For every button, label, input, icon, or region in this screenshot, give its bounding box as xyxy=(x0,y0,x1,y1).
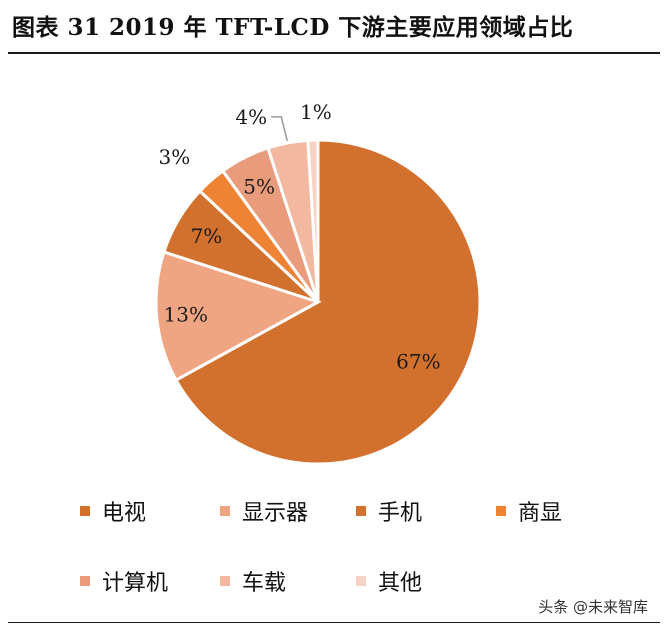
pie-slice-1 xyxy=(154,250,322,383)
legend-swatch xyxy=(356,506,366,516)
chart-legend: 电视 显示器 手机 商显计算机 车载 其他 xyxy=(80,488,640,618)
legend-swatch xyxy=(220,506,230,516)
legend-swatch xyxy=(80,506,90,516)
data-label-5: 4% xyxy=(235,105,267,129)
legend-swatch xyxy=(496,506,506,516)
data-label-3: 3% xyxy=(159,145,191,169)
legend-item-5: 车载 xyxy=(220,566,286,596)
pie-slice-0 xyxy=(173,138,482,466)
pie-chart: 67% 13% 7% 3% 5% 4% 1% xyxy=(154,100,482,466)
watermark: 头条 @未来智库 xyxy=(538,598,648,616)
legend-label: 显示器 xyxy=(242,501,309,526)
bottom-divider xyxy=(8,622,660,623)
data-label-2: 7% xyxy=(191,224,223,248)
legend-swatch xyxy=(220,576,230,586)
chart-title: 图表 31 2019 年 TFT-LCD 下游主要应用领域占比 xyxy=(12,14,574,41)
legend-label: 车载 xyxy=(242,571,287,596)
legend-label: 其他 xyxy=(378,571,423,596)
legend-item-6: 其他 xyxy=(356,566,422,596)
legend-item-2: 手机 xyxy=(356,496,422,526)
data-label-6: 1% xyxy=(300,100,332,124)
legend-item-4: 计算机 xyxy=(80,566,168,596)
legend-item-3: 商显 xyxy=(496,496,562,526)
data-label-0: 67% xyxy=(396,349,440,373)
legend-swatch xyxy=(80,576,90,586)
legend-label: 商显 xyxy=(518,501,563,526)
legend-item-0: 电视 xyxy=(80,496,146,526)
data-label-4: 5% xyxy=(243,175,275,199)
pie-slice-6 xyxy=(306,138,320,303)
leader-line-5 xyxy=(271,116,288,142)
legend-label: 计算机 xyxy=(102,571,169,596)
legend-label: 电视 xyxy=(102,501,147,526)
legend-label: 手机 xyxy=(378,501,423,526)
title-divider xyxy=(8,52,660,54)
legend-item-1: 显示器 xyxy=(220,496,308,526)
data-label-1: 13% xyxy=(164,303,208,327)
legend-swatch xyxy=(356,576,366,586)
